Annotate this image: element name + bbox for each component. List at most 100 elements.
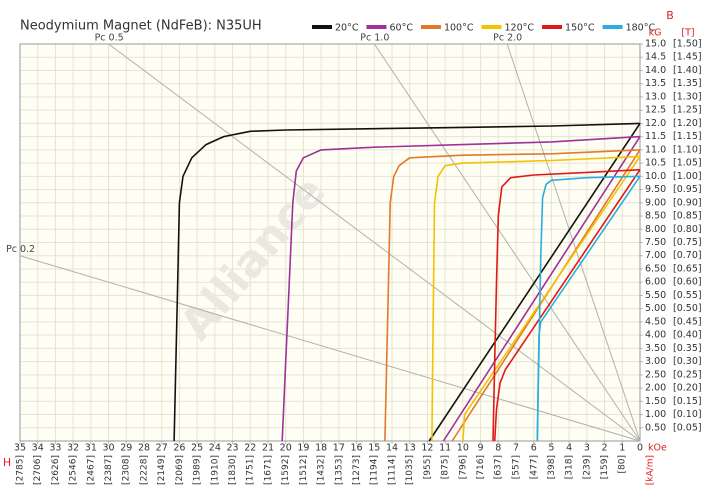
x2-tick-label: [318] <box>565 455 575 479</box>
y-tick-label: 11.5 <box>645 131 666 142</box>
x-tick-label: 13 <box>404 443 416 454</box>
x-tick-label: 21 <box>262 443 274 454</box>
x2-tick-label: [1512] <box>299 455 309 485</box>
y-tick-label: 2.00 <box>645 383 666 394</box>
y-tick-label: 14.5 <box>645 52 666 63</box>
y-tick-label: 12.5 <box>645 105 666 116</box>
x-tick-label: 33 <box>49 443 61 454</box>
x2-unit: [kA/m] <box>646 455 656 485</box>
legend-label: 180°C <box>626 23 656 34</box>
legend-label: 150°C <box>565 23 595 34</box>
y-tick-label: 10.5 <box>645 158 666 169</box>
y2-tick-label: [1.45] <box>673 52 702 63</box>
y-unit: kG <box>649 28 662 39</box>
x-tick-label: 7 <box>513 443 519 454</box>
x2-tick-label: [2785] <box>16 455 26 485</box>
y2-tick-label: [0.60] <box>673 277 702 288</box>
y2-tick-label: [0.65] <box>673 263 702 274</box>
normal-curve <box>462 156 641 442</box>
x-tick-label: 25 <box>191 443 203 454</box>
y-tick-label: 4.00 <box>645 330 666 341</box>
y2-tick-label: [0.20] <box>673 383 702 394</box>
x2-tick-label: [2308] <box>122 455 132 485</box>
x2-tick-label: [1273] <box>352 455 362 485</box>
y2-tick-label: [0.80] <box>673 224 702 235</box>
x-tick-label: 23 <box>227 443 239 454</box>
load-line <box>108 43 641 442</box>
x2-tick-label: [1114] <box>388 455 398 485</box>
load-line-label: Pc 0.5 <box>95 33 124 44</box>
y2-tick-label: [0.90] <box>673 197 702 208</box>
y2-tick-label: [0.85] <box>673 211 702 222</box>
y2-tick-label: [0.40] <box>673 330 702 341</box>
y-tick-label: 1.00 <box>645 409 666 420</box>
y2-tick-label: [1.50] <box>673 39 702 50</box>
x-tick-label: 28 <box>138 443 150 454</box>
x-tick-label: 12 <box>421 443 433 454</box>
intrinsic-curve <box>536 175 641 442</box>
y-tick-label: 6.50 <box>645 263 666 274</box>
y-tick-label: 13.0 <box>645 91 666 102</box>
x2-tick-label: [637] <box>494 455 504 479</box>
legend-label: 100°C <box>444 23 474 34</box>
x-tick-label: 26 <box>173 443 185 454</box>
x2-tick-label: [2387] <box>104 455 114 485</box>
y-tick-label: 12.0 <box>645 118 666 129</box>
x-tick-label: 24 <box>209 443 221 454</box>
plot-frame <box>19 43 641 442</box>
y-tick-label: 7.00 <box>645 250 666 261</box>
x-unit: kOe <box>648 443 667 454</box>
x2-tick-label: [477] <box>529 455 539 479</box>
x2-tick-label: [1830] <box>228 455 238 485</box>
x-tick-label: 11 <box>439 443 451 454</box>
y-tick-label: 6.00 <box>645 277 666 288</box>
y-tick-label: 0.50 <box>645 422 666 433</box>
y-tick-label: 15.0 <box>645 39 666 50</box>
y-label: B <box>666 9 674 22</box>
x-tick-label: 17 <box>333 443 345 454</box>
y2-tick-label: [0.35] <box>673 343 702 354</box>
y2-tick-label: [0.25] <box>673 369 702 380</box>
y-tick-label: 11.0 <box>645 144 666 155</box>
y-tick-label: 3.50 <box>645 343 666 354</box>
x-tick-label: 27 <box>156 443 168 454</box>
y2-unit: [T] <box>681 28 694 39</box>
x2-tick-label: [796] <box>458 455 468 479</box>
load-line-label: Pc 0.2 <box>6 244 35 255</box>
x-tick-label: 18 <box>315 443 327 454</box>
x2-tick-label: [159] <box>600 455 610 479</box>
load-line <box>506 43 641 442</box>
y-tick-label: 5.50 <box>645 290 666 301</box>
y-tick-label: 9.00 <box>645 197 666 208</box>
y2-tick-label: [0.55] <box>673 290 702 301</box>
x2-tick-label: [1194] <box>370 455 380 485</box>
y2-tick-label: [1.15] <box>673 131 702 142</box>
y2-tick-label: [1.40] <box>673 65 702 76</box>
y-tick-label: 8.50 <box>645 211 666 222</box>
x-tick-label: 5 <box>548 443 554 454</box>
normal-curve <box>442 136 641 442</box>
y2-tick-label: [1.20] <box>673 118 702 129</box>
y-tick-label: 5.00 <box>645 303 666 314</box>
y2-tick-label: [0.10] <box>673 409 702 420</box>
load-line-label: Pc 2.0 <box>493 33 522 44</box>
x-tick-label: 30 <box>103 443 115 454</box>
y-tick-label: 13.5 <box>645 78 666 89</box>
legend-label: 120°C <box>505 23 535 34</box>
y-tick-label: 4.50 <box>645 316 666 327</box>
x-tick-label: 15 <box>368 443 380 454</box>
load-line-label: Pc 1.0 <box>360 33 389 44</box>
y-tick-label: 3.00 <box>645 356 666 367</box>
intrinsic-curve <box>281 135 641 442</box>
x2-tick-label: [1353] <box>334 455 344 485</box>
y-tick-label: 7.50 <box>645 237 666 248</box>
x2-tick-label: [1751] <box>246 455 256 485</box>
x-tick-label: 19 <box>297 443 309 454</box>
y2-tick-label: [0.75] <box>673 237 702 248</box>
y2-tick-label: [0.05] <box>673 422 702 433</box>
y2-tick-label: [0.95] <box>673 184 702 195</box>
x2-tick-label: [1035] <box>405 455 415 485</box>
load-line <box>19 255 641 442</box>
x2-tick-label: [1432] <box>317 455 327 485</box>
